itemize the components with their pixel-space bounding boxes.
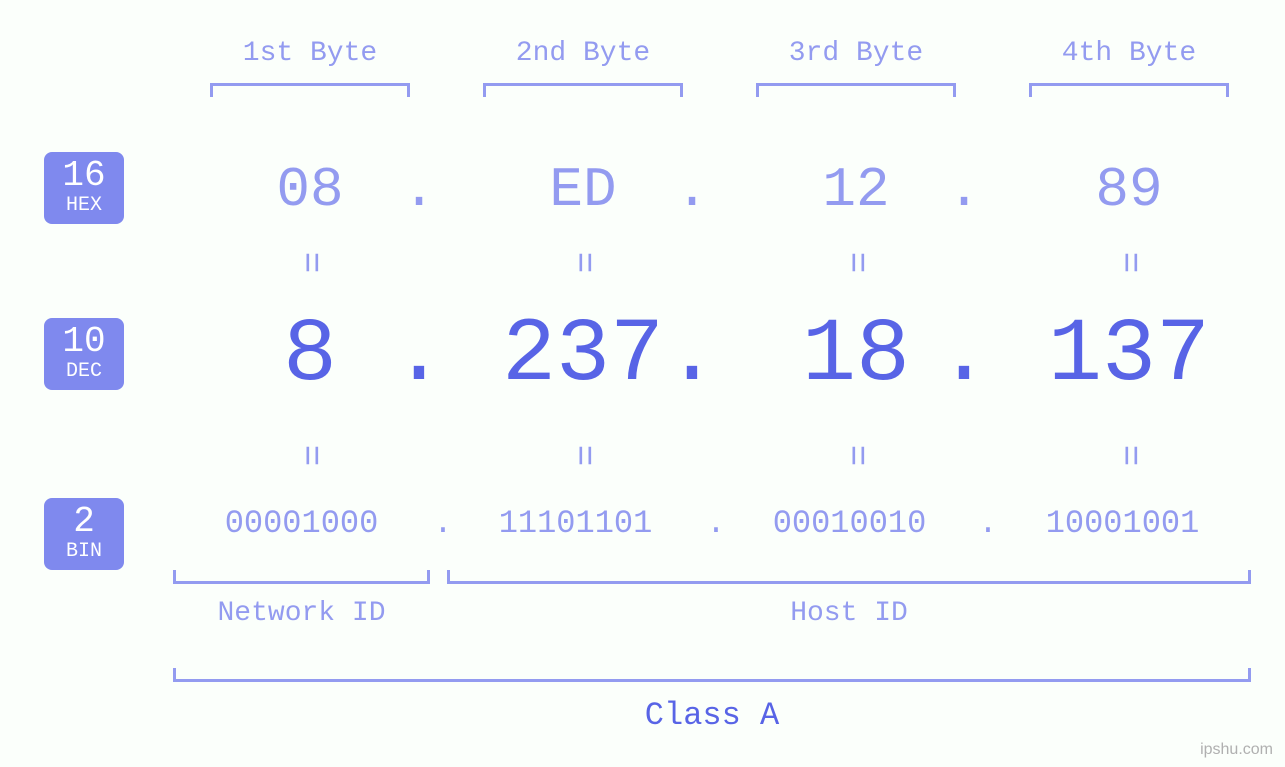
host-id-label: Host ID (447, 598, 1251, 629)
bin-byte-1: 00001000 (173, 505, 430, 542)
dec-dot-3: . (934, 305, 994, 407)
hex-dot-1: . (399, 158, 439, 222)
base-badge-dec: 10DEC (44, 318, 124, 390)
class-label: Class A (173, 697, 1251, 734)
bin-byte-3: 00010010 (721, 505, 978, 542)
hex-dot-2: . (672, 158, 712, 222)
badge-base-label: HEX (44, 196, 124, 216)
hex-dot-3: . (944, 158, 984, 222)
byte-header-1: 1st Byte (210, 38, 410, 69)
bin-byte-2: 11101101 (447, 505, 704, 542)
dec-dot-2: . (662, 305, 722, 407)
top-bracket-2 (483, 83, 683, 97)
host-id-bracket (447, 570, 1251, 584)
top-bracket-1 (210, 83, 410, 97)
bin-byte-4: 10001001 (994, 505, 1251, 542)
top-bracket-3 (756, 83, 956, 97)
watermark: ipshu.com (1200, 741, 1273, 759)
network-id-bracket (173, 570, 430, 584)
dec-dot-1: . (389, 305, 449, 407)
class-bracket (173, 668, 1251, 682)
byte-header-3: 3rd Byte (756, 38, 956, 69)
badge-base-number: 16 (44, 158, 124, 194)
bin-dot-2: . (696, 505, 736, 542)
badge-base-number: 10 (44, 324, 124, 360)
bin-dot-3: . (968, 505, 1008, 542)
byte-header-4: 4th Byte (1029, 38, 1229, 69)
badge-base-label: DEC (44, 362, 124, 382)
top-bracket-4 (1029, 83, 1229, 97)
bin-dot-1: . (423, 505, 463, 542)
base-badge-bin: 2BIN (44, 498, 124, 570)
badge-base-number: 2 (44, 504, 124, 540)
badge-base-label: BIN (44, 542, 124, 562)
base-badge-hex: 16HEX (44, 152, 124, 224)
network-id-label: Network ID (173, 598, 430, 629)
byte-header-2: 2nd Byte (483, 38, 683, 69)
